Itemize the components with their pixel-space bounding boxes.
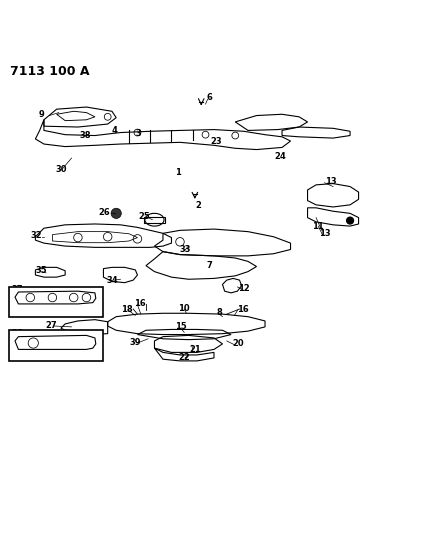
Text: 15: 15	[175, 322, 187, 332]
Text: 39: 39	[130, 338, 141, 346]
Text: 13: 13	[325, 177, 337, 186]
Text: 7113 100 A: 7113 100 A	[10, 64, 89, 77]
Text: 37: 37	[12, 285, 23, 294]
Text: 12: 12	[238, 284, 250, 293]
Text: 1: 1	[175, 167, 181, 176]
Text: 27: 27	[46, 321, 57, 330]
Text: 21: 21	[189, 345, 201, 354]
FancyBboxPatch shape	[9, 330, 103, 361]
Text: 34: 34	[106, 276, 118, 285]
Text: 33: 33	[179, 245, 191, 254]
Text: 13: 13	[319, 229, 330, 238]
Text: 3: 3	[136, 130, 142, 139]
Text: 30: 30	[55, 165, 67, 174]
Circle shape	[347, 217, 354, 224]
Text: 7: 7	[206, 261, 212, 270]
Text: 9: 9	[39, 110, 45, 119]
Text: 25: 25	[138, 212, 150, 221]
Text: 2: 2	[195, 201, 201, 210]
Text: 4: 4	[112, 126, 118, 135]
Text: 23: 23	[210, 138, 222, 147]
Text: 32: 32	[30, 231, 42, 240]
Text: 11: 11	[312, 222, 324, 231]
Text: 26: 26	[99, 207, 110, 216]
FancyBboxPatch shape	[9, 287, 103, 317]
Text: 10: 10	[178, 304, 190, 313]
Text: 24: 24	[274, 152, 286, 161]
Text: 18: 18	[121, 305, 133, 314]
Text: 16: 16	[237, 304, 249, 313]
Text: 35: 35	[36, 266, 48, 275]
Text: 16: 16	[134, 299, 146, 308]
Text: 8: 8	[216, 308, 222, 317]
Circle shape	[111, 208, 121, 219]
Text: 20: 20	[233, 340, 244, 349]
Text: 38: 38	[80, 131, 91, 140]
Text: 36: 36	[12, 329, 24, 338]
Text: 22: 22	[178, 352, 190, 361]
Text: 6: 6	[207, 93, 213, 102]
